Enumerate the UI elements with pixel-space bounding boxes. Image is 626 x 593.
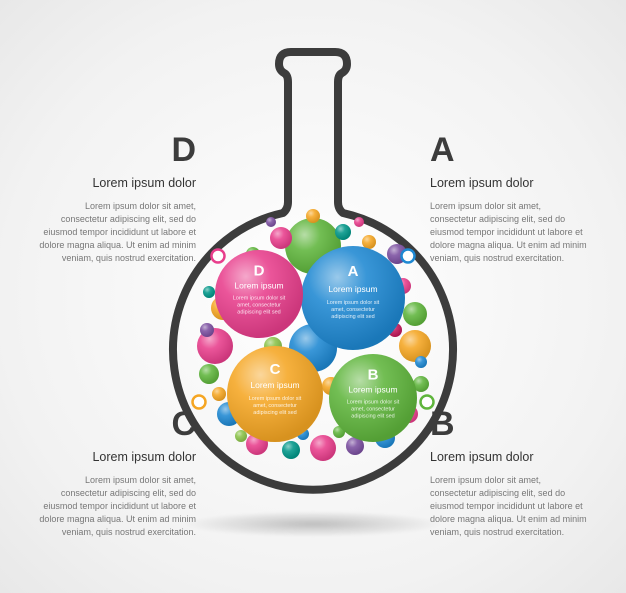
svg-text:adipiscing elit sed: adipiscing elit sed	[253, 410, 296, 416]
section-c-letter: C	[36, 405, 196, 444]
svg-text:adipiscing elit sed: adipiscing elit sed	[237, 309, 280, 315]
section-a-body: Lorem ipsum dolor sit amet, consectetur …	[430, 200, 590, 265]
section-c-body: Lorem ipsum dolor sit amet, consectetur …	[36, 474, 196, 539]
svg-text:Lorem ipsum dolor sit: Lorem ipsum dolor sit	[249, 396, 302, 402]
svg-text:Lorem ipsum: Lorem ipsum	[250, 380, 299, 390]
section-d-letter: D	[36, 131, 196, 170]
big-bubble-d: DLorem ipsum Lorem ipsum dolor sitamet, c…	[215, 250, 303, 338]
svg-text:C: C	[270, 361, 281, 378]
svg-text:B: B	[368, 367, 379, 384]
svg-text:amet, consectetur: amet, consectetur	[253, 403, 297, 409]
svg-text:Lorem ipsum dolor sit: Lorem ipsum dolor sit	[327, 300, 380, 306]
svg-text:amet, consectetur: amet, consectetur	[237, 302, 281, 308]
section-b: B Lorem ipsum dolor Lorem ipsum dolor si…	[430, 405, 590, 539]
section-a-title: Lorem ipsum dolor	[430, 176, 590, 190]
big-bubble-c: C Lorem ipsum Lorem ipsum dolor sitamet, c…	[227, 346, 323, 442]
svg-text:amet, consectetur: amet, consectetur	[331, 307, 375, 313]
connector-dot-a	[402, 250, 415, 263]
svg-text:Lorem ipsum dolor sit: Lorem ipsum dolor sit	[347, 399, 400, 405]
svg-text:adipiscing elit sed: adipiscing elit sed	[351, 413, 394, 419]
svg-text:Lorem ipsum dolor sit: Lorem ipsum dolor sit	[233, 295, 286, 301]
section-a: A Lorem ipsum dolor Lorem ipsum dolor si…	[430, 131, 590, 265]
svg-text:Lorem ipsum: Lorem ipsum	[234, 281, 283, 291]
svg-text:A: A	[348, 263, 359, 280]
section-d: D Lorem ipsum dolor Lorem ipsum dolor si…	[36, 131, 196, 265]
section-b-body: Lorem ipsum dolor sit amet, consectetur …	[430, 474, 590, 539]
connector-dot-d	[212, 250, 225, 263]
section-c: C Lorem ipsum dolor Lorem ipsum dolor si…	[36, 405, 196, 539]
svg-text:Lorem ipsum: Lorem ipsum	[348, 385, 397, 395]
section-a-letter: A	[430, 131, 590, 170]
svg-text:Lorem ipsum: Lorem ipsum	[328, 284, 377, 294]
svg-text:amet, consectetur: amet, consectetur	[351, 406, 395, 412]
section-d-title: Lorem ipsum dolor	[36, 176, 196, 190]
section-b-letter: B	[430, 405, 590, 444]
big-bubble-a: A Lorem ipsum Lorem ipsum dolor sitamet, c…	[301, 246, 405, 350]
svg-text:D: D	[254, 263, 265, 280]
big-bubble-b: BLorem ipsum Lorem ipsum dolor sitamet, c…	[329, 354, 417, 442]
infographic-stage: ALorem ipsumLorem ipsum dolor sitamet, c…	[0, 0, 626, 593]
section-d-body: Lorem ipsum dolor sit amet, consectetur …	[36, 200, 196, 265]
section-b-title: Lorem ipsum dolor	[430, 450, 590, 464]
svg-text:adipiscing elit sed: adipiscing elit sed	[331, 314, 374, 320]
flask-graphic: ALorem ipsumLorem ipsum dolor sitamet, c…	[163, 46, 463, 526]
section-c-title: Lorem ipsum dolor	[36, 450, 196, 464]
